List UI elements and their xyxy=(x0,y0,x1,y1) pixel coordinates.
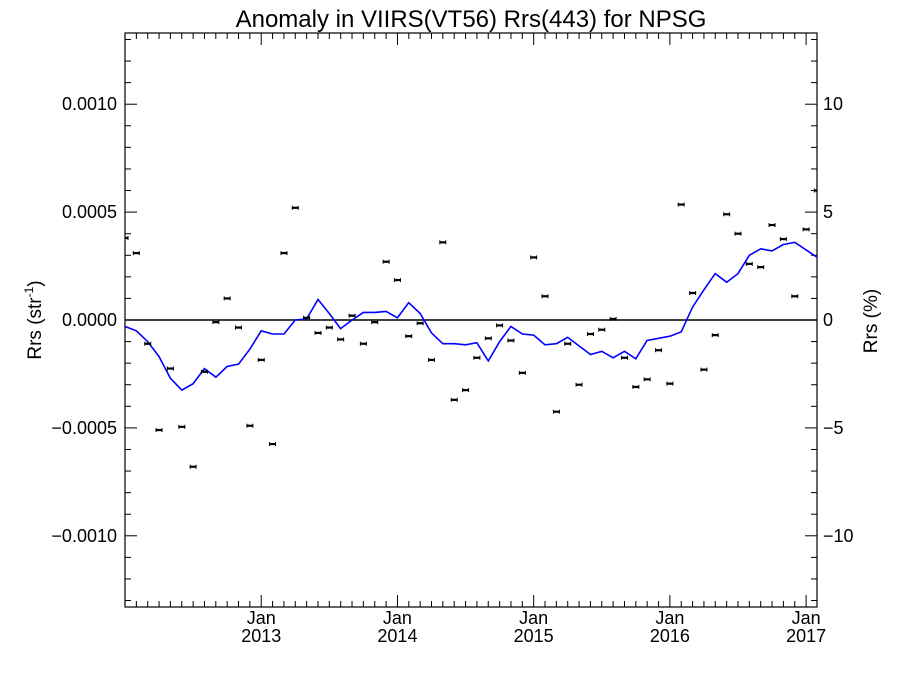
x-tick-label-month: Jan xyxy=(383,608,412,628)
data-point xyxy=(791,294,799,299)
data-point xyxy=(125,236,129,240)
data-point xyxy=(700,367,708,372)
plot-frame-layer xyxy=(124,32,818,608)
data-point xyxy=(586,332,594,337)
y-tick-label-left: 0.0000 xyxy=(62,310,117,330)
x-tick-label-month: Jan xyxy=(247,608,276,628)
y-axis-label-left-superscript: -1 xyxy=(22,286,36,297)
data-point xyxy=(257,357,265,362)
data-point xyxy=(200,369,208,374)
y-axis-label-left-close: ) xyxy=(25,280,46,286)
data-point xyxy=(745,261,753,266)
data-point xyxy=(655,348,663,353)
data-point xyxy=(427,357,435,362)
x-tick-label-year: 2017 xyxy=(786,626,826,646)
x-tick-label-year: 2014 xyxy=(377,626,417,646)
x-tick-label-month: Jan xyxy=(519,608,548,628)
data-point xyxy=(734,231,742,236)
data-point xyxy=(132,251,140,256)
data-point xyxy=(496,323,504,328)
data-point xyxy=(246,423,254,428)
data-point xyxy=(314,330,322,335)
data-point xyxy=(178,424,186,429)
tick-labels-layer: 0.0010 0.0005 0.0000 −0.0005 −0.0010 10 5 0 −5 −1… xyxy=(51,94,853,646)
scatter-series-layer xyxy=(125,188,817,469)
y-tick-label-left: −0.0005 xyxy=(51,418,117,438)
data-point xyxy=(462,388,470,393)
data-point xyxy=(269,442,277,447)
line-series-layer xyxy=(125,241,817,392)
y-tick-label-left: 0.0005 xyxy=(62,202,117,222)
data-point xyxy=(632,384,640,389)
data-point xyxy=(189,464,197,469)
data-point xyxy=(212,320,220,325)
data-point xyxy=(234,325,242,330)
data-point xyxy=(291,205,299,210)
data-point xyxy=(541,294,549,299)
data-point xyxy=(575,382,583,387)
data-point xyxy=(779,237,787,242)
data-point xyxy=(348,313,356,318)
data-point xyxy=(802,227,810,232)
data-point xyxy=(757,265,765,270)
chart-title: Anomaly in VIIRS(VT56) Rrs(443) for NPSG xyxy=(236,6,707,33)
data-point xyxy=(439,240,447,245)
data-point xyxy=(621,355,629,360)
y-tick-label-right: −5 xyxy=(823,418,844,438)
x-tick-label-year: 2016 xyxy=(650,626,690,646)
y-tick-label-right: 10 xyxy=(823,94,843,114)
data-point xyxy=(813,188,817,193)
data-point xyxy=(393,278,401,283)
data-point xyxy=(416,321,424,326)
data-point xyxy=(371,320,379,325)
axis-ticks-layer xyxy=(124,33,817,607)
data-point xyxy=(564,341,572,346)
x-tick-label-month: Jan xyxy=(655,608,684,628)
data-point xyxy=(337,337,345,342)
data-point xyxy=(484,336,492,341)
data-point xyxy=(144,341,152,346)
x-tick-label-month: Jan xyxy=(792,608,821,628)
data-point xyxy=(303,315,311,320)
data-point xyxy=(598,327,606,332)
data-point xyxy=(666,381,674,386)
data-point xyxy=(723,212,731,217)
data-point xyxy=(530,255,538,260)
trend-line xyxy=(125,241,817,392)
data-point xyxy=(405,334,413,339)
y-tick-label-right: −10 xyxy=(823,526,854,546)
data-point xyxy=(768,223,776,228)
data-point xyxy=(325,325,333,330)
data-point xyxy=(518,370,526,375)
y-axis-label-left-text: Rrs (str xyxy=(25,297,46,360)
y-tick-label-right: 0 xyxy=(823,310,833,330)
data-point xyxy=(155,428,163,433)
data-point xyxy=(552,409,560,414)
data-point xyxy=(473,355,481,360)
data-point xyxy=(507,338,515,343)
data-point xyxy=(359,341,367,346)
data-point xyxy=(711,333,719,338)
data-point xyxy=(223,296,231,301)
data-point xyxy=(450,397,458,402)
data-point xyxy=(382,259,390,264)
data-point xyxy=(643,377,651,382)
x-tick-label-year: 2013 xyxy=(241,626,281,646)
y-tick-label-left: 0.0010 xyxy=(62,94,117,114)
data-point xyxy=(166,366,174,371)
data-point xyxy=(677,202,685,207)
data-point xyxy=(609,316,617,321)
y-tick-label-right: 5 xyxy=(823,202,833,222)
x-tick-label-year: 2015 xyxy=(514,626,554,646)
y-axis-label-right: Rrs (%) xyxy=(861,289,882,353)
y-axis-label-left: Rrs (str-1) xyxy=(22,280,46,359)
data-point xyxy=(280,251,288,256)
data-point xyxy=(689,291,697,296)
y-tick-label-left: −0.0010 xyxy=(51,526,117,546)
